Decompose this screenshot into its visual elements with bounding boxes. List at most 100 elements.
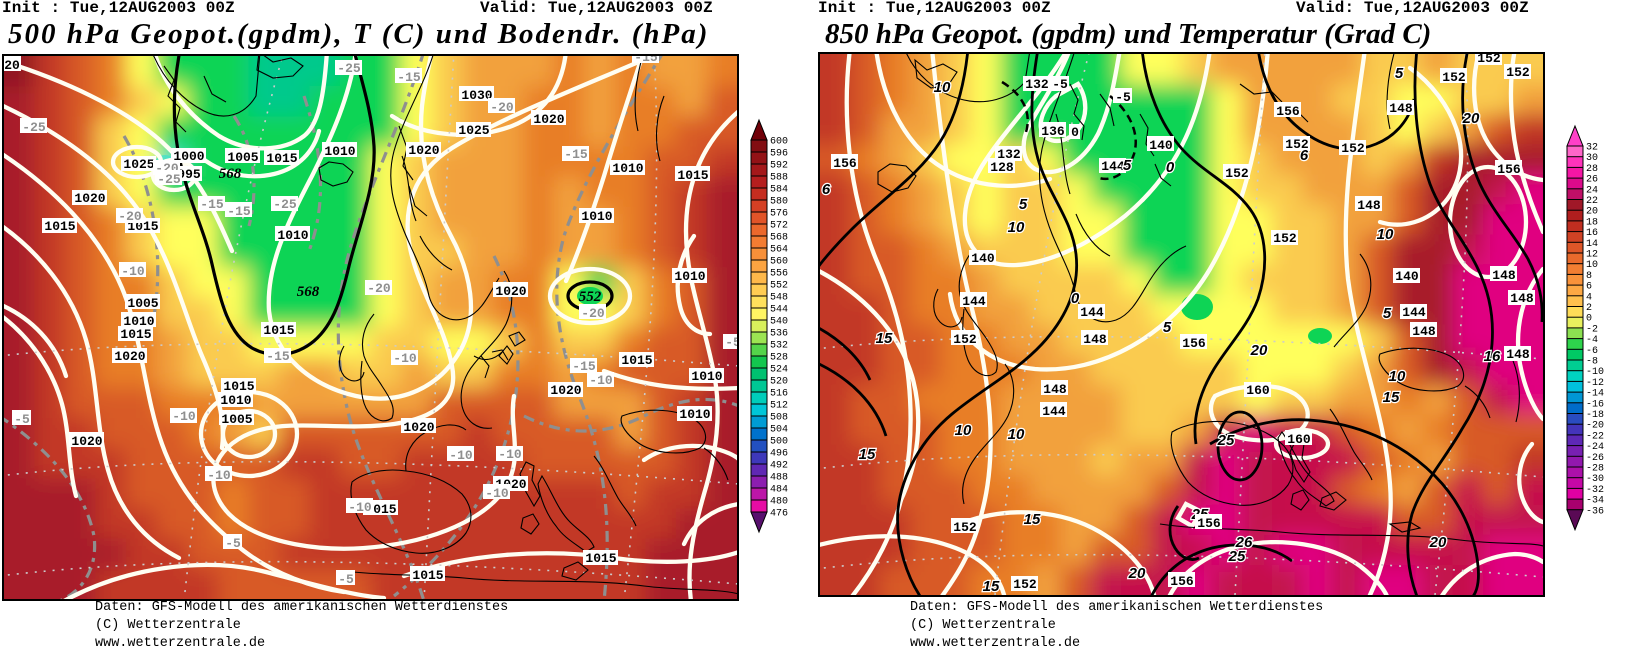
- svg-text:1020: 1020: [495, 284, 526, 299]
- svg-text:-32: -32: [1586, 485, 1604, 496]
- svg-text:1020: 1020: [114, 349, 145, 364]
- svg-text:512: 512: [770, 401, 788, 412]
- svg-text:28: 28: [1586, 164, 1598, 175]
- svg-text:-26: -26: [1586, 453, 1604, 464]
- svg-text:1015: 1015: [677, 168, 708, 183]
- svg-text:1015: 1015: [223, 379, 254, 394]
- svg-text:-5: -5: [338, 572, 354, 587]
- svg-text:6: 6: [1586, 282, 1592, 293]
- svg-text:-15: -15: [200, 197, 224, 212]
- svg-text:2: 2: [1586, 303, 1592, 314]
- svg-text:1015: 1015: [263, 323, 294, 338]
- svg-text:10: 10: [1586, 260, 1598, 271]
- svg-text:1010: 1010: [324, 144, 355, 159]
- svg-text:-15: -15: [227, 204, 251, 219]
- svg-text:152: 152: [1273, 231, 1297, 246]
- svg-text:-15: -15: [564, 147, 588, 162]
- svg-text:1020: 1020: [550, 383, 581, 398]
- svg-text:10: 10: [1377, 226, 1394, 243]
- svg-text:25: 25: [1228, 548, 1246, 565]
- svg-text:-36: -36: [1586, 506, 1604, 517]
- svg-text:152: 152: [953, 332, 977, 347]
- svg-text:148: 148: [1510, 291, 1534, 306]
- svg-text:5: 5: [1123, 157, 1132, 174]
- svg-text:22: 22: [1586, 196, 1598, 207]
- svg-text:5: 5: [1383, 305, 1392, 322]
- svg-text:-6: -6: [1586, 346, 1598, 357]
- svg-text:1010: 1010: [679, 407, 710, 422]
- svg-text:148: 148: [1357, 198, 1381, 213]
- svg-text:-20: -20: [581, 306, 605, 321]
- svg-text:16: 16: [1586, 228, 1598, 239]
- svg-text:144: 144: [1080, 305, 1104, 320]
- svg-text:16: 16: [1484, 348, 1501, 365]
- svg-text:588: 588: [770, 173, 788, 184]
- svg-text:1015: 1015: [44, 219, 75, 234]
- svg-text:540: 540: [770, 317, 788, 328]
- svg-text:152: 152: [1442, 70, 1466, 85]
- svg-text:-5: -5: [1052, 77, 1068, 92]
- svg-text:-8: -8: [1586, 357, 1598, 368]
- svg-text:-25: -25: [22, 120, 46, 135]
- svg-text:1010: 1010: [220, 393, 251, 408]
- svg-text:0: 0: [1071, 125, 1079, 140]
- svg-text:-15: -15: [572, 359, 596, 374]
- svg-text:600: 600: [770, 137, 788, 148]
- svg-text:1015: 1015: [585, 551, 616, 566]
- svg-text:484: 484: [770, 485, 788, 496]
- svg-text:26: 26: [1586, 175, 1598, 186]
- svg-text:560: 560: [770, 257, 788, 268]
- svg-text:995: 995: [177, 167, 201, 182]
- svg-text:580: 580: [770, 197, 788, 208]
- svg-text:-10: -10: [172, 409, 196, 424]
- svg-text:15: 15: [859, 446, 876, 463]
- svg-text:572: 572: [770, 221, 788, 232]
- svg-text:1015: 1015: [266, 151, 297, 166]
- svg-text:-22: -22: [1586, 431, 1604, 442]
- svg-text:10: 10: [1008, 219, 1025, 236]
- svg-text:1005: 1005: [221, 412, 252, 427]
- svg-text:-20: -20: [490, 100, 514, 115]
- svg-text:-10: -10: [207, 468, 231, 483]
- svg-text:10: 10: [1008, 426, 1025, 443]
- svg-text:-12: -12: [1586, 378, 1604, 389]
- svg-text:480: 480: [770, 497, 788, 508]
- svg-text:8: 8: [1586, 271, 1592, 282]
- svg-text:156: 156: [1170, 574, 1194, 589]
- svg-text:-10: -10: [589, 373, 613, 388]
- svg-text:1010: 1010: [691, 369, 722, 384]
- svg-text:1010: 1010: [277, 228, 308, 243]
- svg-text:144: 144: [1402, 305, 1426, 320]
- svg-text:12: 12: [1586, 250, 1598, 261]
- svg-text:-16: -16: [1586, 399, 1604, 410]
- svg-text:20: 20: [1586, 207, 1598, 218]
- svg-text:500: 500: [770, 437, 788, 448]
- svg-text:10: 10: [1389, 368, 1406, 385]
- svg-text:1025: 1025: [123, 157, 154, 172]
- svg-text:-15: -15: [634, 54, 658, 65]
- svg-text:-10: -10: [348, 500, 372, 515]
- svg-text:25: 25: [1217, 432, 1235, 449]
- svg-text:520: 520: [770, 377, 788, 388]
- svg-text:1010: 1010: [123, 314, 154, 329]
- svg-text:140: 140: [1149, 138, 1173, 153]
- svg-text:-5: -5: [725, 335, 739, 350]
- svg-text:568: 568: [770, 233, 788, 244]
- svg-text:-15: -15: [397, 70, 421, 85]
- svg-text:20: 20: [1250, 342, 1268, 359]
- svg-text:15: 15: [1383, 389, 1400, 406]
- svg-text:-20: -20: [1586, 421, 1604, 432]
- svg-text:-10: -10: [449, 448, 473, 463]
- svg-text:-25: -25: [273, 197, 297, 212]
- svg-text:496: 496: [770, 449, 788, 460]
- svg-text:10: 10: [934, 79, 951, 96]
- svg-text:1015: 1015: [365, 502, 396, 517]
- svg-text:524: 524: [770, 365, 788, 376]
- svg-text:1020: 1020: [408, 143, 439, 158]
- svg-text:1010: 1010: [581, 209, 612, 224]
- svg-text:-5: -5: [14, 412, 30, 427]
- svg-text:544: 544: [770, 305, 788, 316]
- svg-text:148: 148: [1083, 332, 1107, 347]
- svg-text:160: 160: [1246, 383, 1270, 398]
- svg-text:552: 552: [579, 289, 602, 305]
